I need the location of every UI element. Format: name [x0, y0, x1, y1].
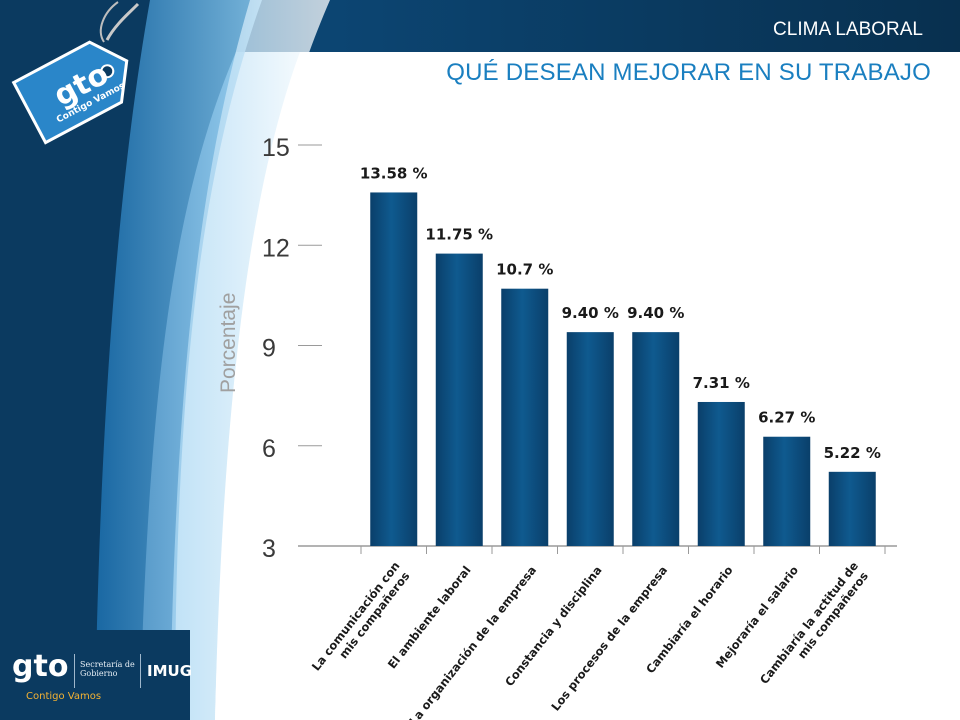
y-tick-label: 15: [262, 134, 290, 162]
page-title: QUÉ DESEAN MEJORAR EN SU TRABAJO: [446, 59, 931, 86]
bar: [632, 332, 680, 546]
brand-tag-icon: [11, 40, 129, 145]
data-label: 13.58 %: [360, 164, 428, 182]
bar: [370, 192, 418, 546]
footer-divider: [74, 654, 75, 688]
section-label: CLIMA LABORAL: [773, 19, 923, 40]
data-label: 7.31 %: [693, 374, 750, 392]
data-label: 6.27 %: [758, 409, 815, 427]
bar: [566, 332, 614, 546]
bar: [501, 288, 549, 546]
footer-slogan: Contigo Vamos: [26, 691, 102, 702]
data-label: 5.22 %: [824, 444, 881, 462]
bar: [828, 471, 876, 546]
footer-divider: [140, 654, 141, 688]
y-tick-label: 9: [262, 335, 276, 363]
y-tick-label: 12: [262, 234, 290, 262]
x-tick-label: La organización de la empresa: [406, 563, 539, 720]
y-tick-label: 3: [262, 535, 276, 563]
data-label: 10.7 %: [496, 261, 553, 279]
y-axis-label: Porcentaje: [217, 293, 240, 393]
bar: [435, 253, 483, 546]
data-label: 11.75 %: [425, 226, 493, 244]
x-tick-label: Cambiaría la actitud demis compañeros: [757, 559, 872, 696]
bar: [697, 401, 745, 546]
secretaria-label: Secretaría de Gobierno: [80, 660, 135, 678]
data-label: 9.40 %: [627, 304, 684, 322]
y-tick-label: 6: [262, 435, 276, 463]
imug-label: IMUG: [147, 662, 192, 680]
footer-gto-logo: gto: [12, 649, 69, 684]
data-label: 9.40 %: [562, 304, 619, 322]
bar: [763, 436, 811, 546]
x-tick-label: Los procesos de la empresa: [548, 563, 670, 713]
